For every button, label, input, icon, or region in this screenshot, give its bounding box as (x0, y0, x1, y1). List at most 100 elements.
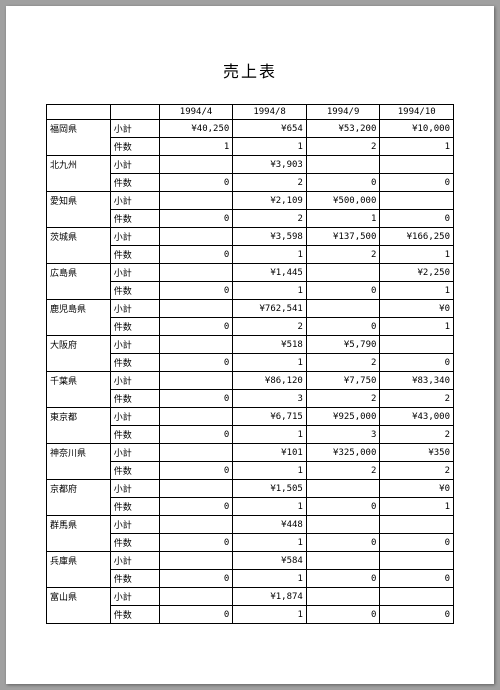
table-row: 広島県小計¥1,445¥2,250 (47, 264, 454, 282)
value-cell (306, 300, 380, 318)
value-cell: ¥350 (380, 444, 454, 462)
value-cell (159, 300, 233, 318)
value-cell: 1 (233, 246, 307, 264)
value-cell: 1 (380, 318, 454, 336)
sub-label-count: 件数 (110, 534, 159, 552)
value-cell: 1 (233, 570, 307, 588)
value-cell: 1 (233, 138, 307, 156)
value-cell: ¥1,505 (233, 480, 307, 498)
value-cell: 0 (306, 606, 380, 624)
value-cell: ¥43,000 (380, 408, 454, 426)
table-header-row: 1994/4 1994/8 1994/9 1994/10 (47, 105, 454, 120)
sub-label-subtotal: 小計 (110, 228, 159, 246)
sub-label-subtotal: 小計 (110, 372, 159, 390)
value-cell: 1 (233, 282, 307, 300)
value-cell: 0 (380, 606, 454, 624)
sub-label-count: 件数 (110, 498, 159, 516)
value-cell: 0 (159, 318, 233, 336)
value-cell: 0 (159, 390, 233, 408)
header-col-3: 1994/10 (380, 105, 454, 120)
value-cell: ¥762,541 (233, 300, 307, 318)
value-cell: 0 (380, 210, 454, 228)
sub-label-count: 件数 (110, 246, 159, 264)
table-row: 京都府小計¥1,505¥0 (47, 480, 454, 498)
value-cell: 1 (306, 210, 380, 228)
table-row: 兵庫県小計¥584 (47, 552, 454, 570)
value-cell: 0 (159, 606, 233, 624)
report-page: 売上表 1994/4 1994/8 1994/9 1994/10 福岡県小計¥4… (6, 6, 494, 684)
value-cell: 2 (233, 174, 307, 192)
sub-label-subtotal: 小計 (110, 444, 159, 462)
sub-label-count: 件数 (110, 174, 159, 192)
value-cell: 2 (306, 138, 380, 156)
value-cell: ¥925,000 (306, 408, 380, 426)
value-cell (159, 480, 233, 498)
value-cell (380, 192, 454, 210)
value-cell: 0 (159, 462, 233, 480)
value-cell (306, 264, 380, 282)
value-cell: ¥2,109 (233, 192, 307, 210)
header-col-2: 1994/9 (306, 105, 380, 120)
value-cell (306, 552, 380, 570)
value-cell: ¥3,903 (233, 156, 307, 174)
sub-label-subtotal: 小計 (110, 480, 159, 498)
sub-label-count: 件数 (110, 390, 159, 408)
value-cell (380, 336, 454, 354)
pref-cell: 愛知県 (47, 192, 111, 228)
pref-cell: 広島県 (47, 264, 111, 300)
value-cell: 2 (380, 390, 454, 408)
value-cell: ¥86,120 (233, 372, 307, 390)
value-cell (159, 372, 233, 390)
value-cell (380, 516, 454, 534)
value-cell: ¥325,000 (306, 444, 380, 462)
sub-label-count: 件数 (110, 570, 159, 588)
value-cell: 1 (380, 246, 454, 264)
value-cell: 1 (233, 498, 307, 516)
value-cell: ¥518 (233, 336, 307, 354)
value-cell: 1 (233, 534, 307, 552)
value-cell: 0 (306, 282, 380, 300)
value-cell: 0 (159, 210, 233, 228)
table-row: 千葉県小計¥86,120¥7,750¥83,340 (47, 372, 454, 390)
value-cell: 1 (233, 462, 307, 480)
value-cell (159, 552, 233, 570)
header-col-1: 1994/8 (233, 105, 307, 120)
value-cell: 1 (380, 498, 454, 516)
value-cell (159, 516, 233, 534)
page-title: 売上表 (46, 58, 454, 82)
value-cell: 0 (306, 174, 380, 192)
value-cell: ¥10,000 (380, 120, 454, 138)
value-cell (380, 552, 454, 570)
value-cell (159, 444, 233, 462)
table-row: 東京都小計¥6,715¥925,000¥43,000 (47, 408, 454, 426)
pref-cell: 千葉県 (47, 372, 111, 408)
value-cell: ¥40,250 (159, 120, 233, 138)
value-cell: 1 (233, 606, 307, 624)
value-cell: 1 (380, 138, 454, 156)
sub-label-subtotal: 小計 (110, 552, 159, 570)
table-row: 群馬県小計¥448 (47, 516, 454, 534)
value-cell: 2 (380, 462, 454, 480)
value-cell: 0 (159, 246, 233, 264)
value-cell: 2 (306, 246, 380, 264)
value-cell (159, 156, 233, 174)
table-row: 大阪府小計¥518¥5,790 (47, 336, 454, 354)
value-cell: ¥0 (380, 300, 454, 318)
value-cell: ¥0 (380, 480, 454, 498)
sub-label-count: 件数 (110, 138, 159, 156)
header-col-0: 1994/4 (159, 105, 233, 120)
pref-cell: 富山県 (47, 588, 111, 624)
value-cell: ¥500,000 (306, 192, 380, 210)
value-cell: 0 (159, 354, 233, 372)
value-cell: ¥101 (233, 444, 307, 462)
value-cell: ¥137,500 (306, 228, 380, 246)
value-cell: 0 (159, 282, 233, 300)
pref-cell: 北九州 (47, 156, 111, 192)
value-cell (159, 408, 233, 426)
value-cell: 0 (306, 318, 380, 336)
value-cell: 1 (159, 138, 233, 156)
header-blank-sub (110, 105, 159, 120)
pref-cell: 茨城県 (47, 228, 111, 264)
sub-label-subtotal: 小計 (110, 120, 159, 138)
value-cell: ¥5,790 (306, 336, 380, 354)
